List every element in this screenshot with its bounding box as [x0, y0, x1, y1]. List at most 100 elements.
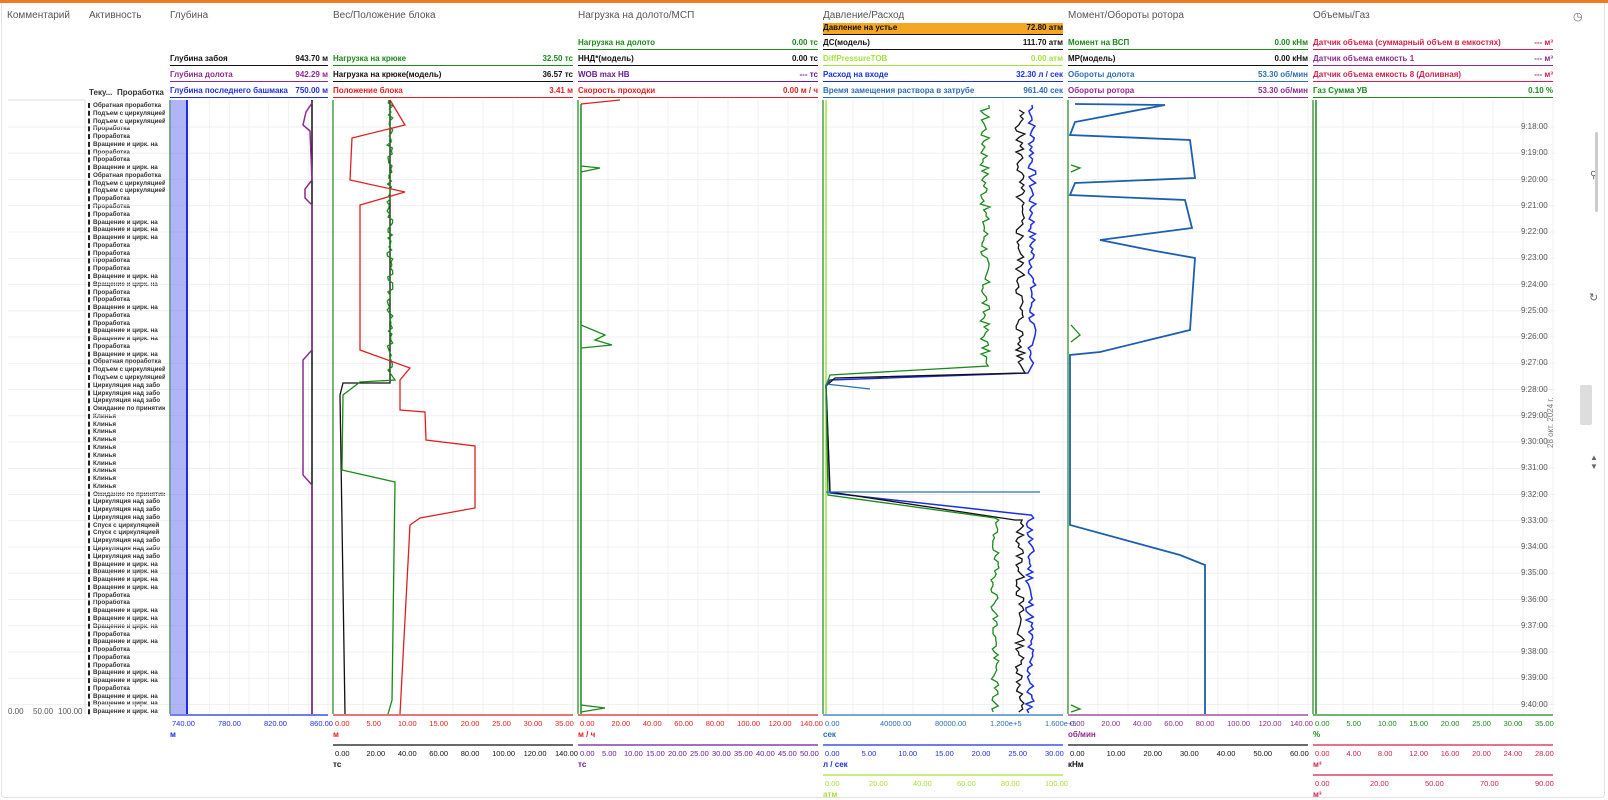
chevron-up-icon[interactable]: ▲ [1590, 453, 1598, 462]
track-title-underline [1068, 65, 1308, 66]
axis-tick-label: 0.00 [1070, 719, 1085, 728]
activity-item: Проработка [93, 311, 130, 319]
activity-marker [88, 281, 90, 287]
activity-marker [88, 608, 90, 614]
load-track-header: Нагрузка на долото/МСП [578, 10, 695, 21]
activity-item: Вращение и цирк. на [93, 327, 158, 335]
axis-tick-label: 10.00 [398, 719, 417, 728]
track-title-pressure: ДС(модель) 111.70 атм [823, 38, 1063, 50]
time-tick: 9:24:00 [1521, 279, 1548, 289]
axis-tick-label: 80.00 [1001, 779, 1020, 788]
bit-rpm-trace [1068, 103, 1206, 714]
axis-tick-label: 90.00 [1535, 779, 1554, 788]
track-title-label: Нагрузка на крюке [333, 54, 407, 63]
track-title-load: Скорость проходки 0.00 м / ч [578, 86, 818, 98]
track-title-label: Нагрузка на долото [578, 38, 655, 47]
track-title-value: 53.30 об/мин [1258, 86, 1308, 95]
track-title-load: Нагрузка на долото 0.00 тс [578, 38, 818, 50]
axis-tick-label: 40.00 [1133, 719, 1152, 728]
track-title-depth: Глубина долота 942.29 м [170, 70, 328, 82]
axis-tick-label: 40.00 [643, 719, 662, 728]
activity-item: Проработка [93, 133, 130, 141]
track-title-volumes: Датчик объема (суммарный объем в емкостя… [1313, 38, 1553, 50]
activity-item: Подъем с циркуляцией [93, 187, 165, 195]
activity-item: Проработка [93, 257, 130, 265]
activity-marker [88, 196, 90, 202]
activity-item: Клинья [93, 436, 117, 444]
clock-icon[interactable]: ◷ [1573, 11, 1583, 23]
activity-item: Проработка [93, 646, 130, 654]
axis-tick-label: 60.00 [674, 719, 693, 728]
activity-marker [88, 476, 90, 482]
refresh-icon[interactable]: ↻ [1589, 292, 1599, 304]
wob-spike-2 [580, 324, 613, 349]
activity-item: Циркуляция над забо [93, 552, 161, 560]
track-title-label: Время замещения раствора в затрубе [823, 86, 975, 95]
time-tick: 9:32:00 [1521, 489, 1548, 499]
activity-marker [88, 141, 90, 147]
axis-tick-label: 20.00 [668, 749, 687, 758]
axis-unit-label: м / ч [578, 730, 596, 739]
activity-item: Вращение и цирк. на [93, 700, 158, 708]
activity-item: Проработка [93, 203, 130, 211]
torque-track-header: Момент/Обороты ротора [1068, 10, 1184, 21]
track-title-label: Датчик объема (суммарный объем в емкостя… [1313, 38, 1501, 47]
chevron-down-icon[interactable]: ▼ [1590, 462, 1598, 471]
axis-tick-label: 20.00 [461, 719, 480, 728]
activity-item: Обратная проработка [93, 102, 162, 109]
time-scrollbar-handle[interactable] [1580, 385, 1592, 425]
time-tick: 9:26:00 [1521, 332, 1548, 341]
axis-tick-label: 15.00 [1409, 719, 1428, 728]
activity-marker [88, 328, 90, 334]
axis-tick-label: 60.00 [1290, 749, 1309, 758]
activity-marker [88, 375, 90, 381]
activity-item: Проработка [93, 630, 130, 638]
activity-marker [88, 312, 90, 318]
axis-tick-label: 0.00 [580, 719, 595, 728]
axis-tick-label: 140.00 [1290, 719, 1313, 728]
activity-marker [88, 188, 90, 194]
track-title-label: WOB max HB [578, 70, 630, 79]
activity-item: Спуск с циркуляцией [93, 529, 160, 537]
activity-marker [88, 530, 90, 536]
track-title-value: 0.00 кНм [1274, 38, 1309, 47]
axis-tick-label: 20.00 [1441, 719, 1460, 728]
scroll-track[interactable] [1595, 132, 1598, 212]
axis-tick-label: 5.00 [862, 749, 877, 758]
activity-marker [88, 468, 90, 474]
activity-item: Вращение и цирк. на [93, 607, 158, 615]
axis-tick-label: 12.00 [1409, 749, 1428, 758]
time-tick: 9:22:00 [1521, 227, 1548, 236]
track-title-label: Момент на ВСП [1068, 38, 1130, 47]
search-icon[interactable]: ⚲ [1590, 170, 1598, 181]
activity-marker [88, 172, 90, 178]
axis-tick-label: 40.00 [1217, 749, 1236, 758]
axis-tick-label: 0.00 [580, 749, 595, 758]
activity-item: Подъем с циркуляцией [93, 374, 165, 382]
activity-marker [88, 522, 90, 528]
axis-tick-label: 45.00 [778, 749, 797, 758]
activity-item: Клинья [93, 443, 117, 451]
time-tick: 9:33:00 [1521, 515, 1548, 525]
track-title-underline [1068, 97, 1308, 98]
track-title-value: 53.30 об/мин [1258, 70, 1308, 79]
track-title-underline [578, 49, 818, 50]
axis-tick-label: 0.00 [1070, 749, 1085, 758]
axis-unit-label: сек [823, 730, 837, 739]
activity-item: Вращение и цирк. на [93, 638, 158, 646]
activity-marker [88, 546, 90, 552]
axis-tick-label: 25.00 [492, 719, 511, 728]
activity-marker [88, 693, 90, 699]
activity-marker [88, 305, 90, 311]
axis-tick-label: 0.00 [825, 749, 840, 758]
axis-tick-label: 40000.00 [880, 719, 911, 728]
top-accent-bar [0, 0, 1608, 3]
activity-item: Клинья [93, 451, 117, 459]
activity-marker [88, 429, 90, 435]
activity-marker [88, 242, 90, 248]
axis-tick-label: 0.00 [1315, 749, 1330, 758]
activity-marker [88, 103, 90, 108]
activity-item: Клинья [93, 420, 117, 428]
axis-tick-label: 860.00 [310, 719, 333, 728]
